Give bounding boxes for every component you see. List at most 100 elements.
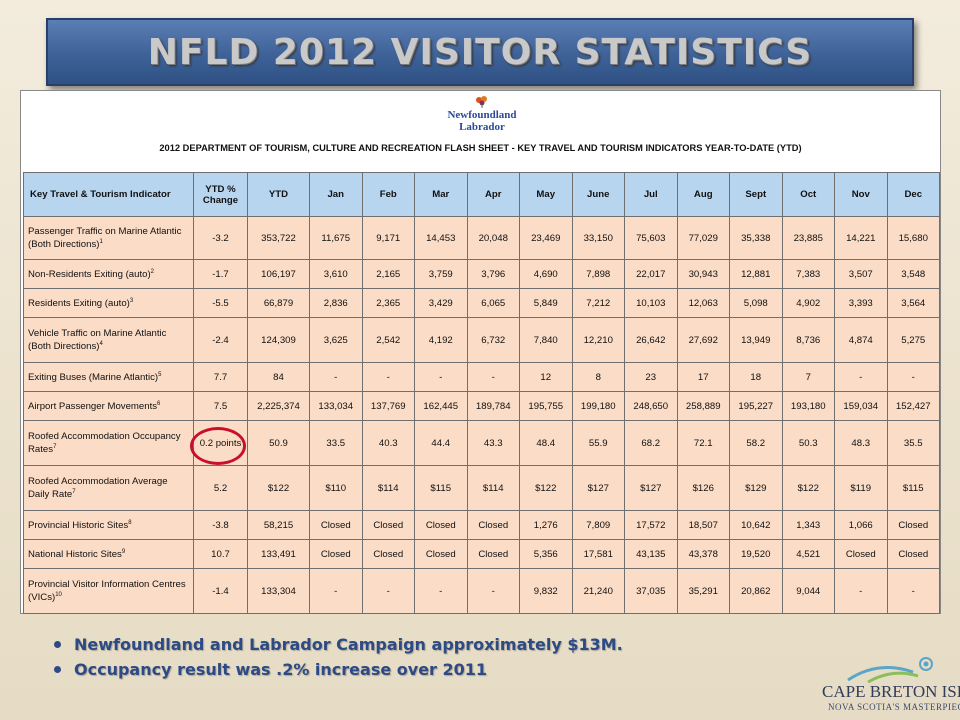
value-cell: 14,453 (414, 216, 468, 260)
value-cell: 6,065 (466, 288, 520, 318)
value-cell: 44.4 (414, 420, 468, 466)
value-cell: 21,240 (571, 568, 625, 614)
value-cell: 133,034 (309, 391, 363, 421)
table-row: Non-Residents Exiting (auto)2 -1.7 106,197… (23, 259, 940, 289)
footnote-marker: 7 (72, 488, 76, 495)
indicator-cell: Provincial Visitor Information Centres (… (23, 568, 194, 614)
value-cell: 7,383 (781, 259, 835, 289)
bullet-text: Occupancy result was .2% increase over 2… (74, 660, 488, 679)
value-cell: - (361, 362, 415, 392)
value-cell: 13,949 (729, 317, 783, 363)
value-cell: 15,680 (886, 216, 940, 260)
value-cell: 48.4 (519, 420, 573, 466)
value-cell: 137,769 (361, 391, 415, 421)
indicator-label: Airport Passenger Movements (28, 401, 158, 413)
footnote-marker: 3 (129, 298, 134, 305)
footnote-marker: 10 (55, 591, 62, 598)
value-cell: 50.9 (247, 420, 310, 466)
value-cell: 3,759 (414, 259, 468, 289)
value-cell: 43,378 (676, 539, 730, 569)
value-cell: - (414, 362, 468, 392)
value-cell: 75,603 (624, 216, 678, 260)
value-cell: 9,044 (781, 568, 835, 614)
column-header: YTD % Change (193, 172, 248, 217)
value-cell: 193,180 (781, 391, 835, 421)
value-cell: 30,943 (676, 259, 730, 289)
column-header: Aug (676, 172, 730, 217)
footnote-marker: 7 (53, 443, 57, 450)
table-row: National Historic Sites9 10.7 133,491 Close… (23, 539, 940, 569)
table-header-row: Key Travel & Tourism Indicator YTD % Chan… (23, 172, 940, 217)
value-cell: 258,889 (676, 391, 730, 421)
value-cell: 195,227 (729, 391, 783, 421)
indicator-label: Provincial Historic Sites (28, 520, 129, 532)
cape-breton-island-logo: CAPE BRETON ISLAND NOVA SCOTIA'S MASTERP… (818, 650, 960, 716)
value-cell: 17,572 (624, 510, 678, 540)
value-cell: 3,548 (886, 259, 940, 289)
value-cell: Closed (414, 539, 468, 569)
value-cell: Closed (361, 510, 415, 540)
value-cell: 68.2 (624, 420, 678, 466)
value-cell: 3,610 (309, 259, 363, 289)
value-cell: 35.5 (886, 420, 940, 466)
value-cell: $115 (886, 465, 940, 511)
value-cell: 50.3 (781, 420, 835, 466)
value-cell: -5.5 (193, 288, 248, 318)
table-row: Roofed Accommodation Average Daily Rate7… (23, 465, 940, 511)
value-cell: 84 (247, 362, 310, 392)
value-cell: 5,356 (519, 539, 573, 569)
logo-line-1: Newfoundland (447, 109, 517, 121)
table-row: Airport Passenger Movements6 7.5 2,225,374… (23, 391, 940, 421)
value-cell: 195,755 (519, 391, 573, 421)
indicator-cell: Airport Passenger Movements6 (23, 391, 194, 421)
table-row: Passenger Traffic on Marine Atlantic (Bo… (23, 216, 940, 260)
column-header: Jul (624, 172, 678, 217)
value-cell: -3.8 (193, 510, 248, 540)
value-cell: -1.4 (193, 568, 248, 614)
value-cell: 4,521 (781, 539, 835, 569)
value-cell: 7,212 (571, 288, 625, 318)
footnote-marker: 1 (99, 238, 103, 245)
value-cell: 2,165 (361, 259, 415, 289)
footnote-marker: 4 (99, 340, 103, 347)
value-cell: 7.5 (193, 391, 248, 421)
value-cell: 77,029 (676, 216, 730, 260)
indicator-label: Provincial Visitor Information Centres (… (28, 578, 186, 604)
value-cell: 10,642 (729, 510, 783, 540)
value-cell: 35,338 (729, 216, 783, 260)
value-cell: 1,066 (834, 510, 888, 540)
logo-line-2: Labrador (459, 121, 505, 133)
value-cell: $110 (309, 465, 363, 511)
table-row: Residents Exiting (auto)3 -5.5 66,879 2,836… (23, 288, 940, 318)
column-header: Apr (466, 172, 520, 217)
value-cell: 8,736 (781, 317, 835, 363)
value-cell: - (466, 362, 520, 392)
indicator-label: Residents Exiting (auto) (28, 298, 130, 310)
value-cell: 12,210 (571, 317, 625, 363)
value-cell: 27,692 (676, 317, 730, 363)
value-cell: 2,836 (309, 288, 363, 318)
value-cell: 20,862 (729, 568, 783, 614)
cbi-tagline: NOVA SCOTIA'S MASTERPIECE (828, 702, 960, 712)
value-cell: - (309, 568, 363, 614)
footnote-marker: 2 (150, 269, 154, 276)
value-cell: 3,625 (309, 317, 363, 363)
value-cell: 12,063 (676, 288, 730, 318)
value-cell: 7,840 (519, 317, 573, 363)
value-cell: 2,542 (361, 317, 415, 363)
value-cell: 55.9 (571, 420, 625, 466)
value-cell: $126 (676, 465, 730, 511)
value-cell: 40.3 (361, 420, 415, 466)
value-cell: 6,732 (466, 317, 520, 363)
value-cell: $115 (414, 465, 468, 511)
value-cell: 5,098 (729, 288, 783, 318)
bullet-list: Newfoundland and Labrador Campaign appro… (46, 632, 623, 682)
value-cell: 14,221 (834, 216, 888, 260)
title-banner: NFLD 2012 VISITOR STATISTICS (46, 18, 914, 86)
value-cell: 189,784 (466, 391, 520, 421)
value-cell: 7 (781, 362, 835, 392)
value-cell: 7,898 (571, 259, 625, 289)
value-cell: 124,309 (247, 317, 310, 363)
value-cell: -1.7 (193, 259, 248, 289)
value-cell: 162,445 (414, 391, 468, 421)
